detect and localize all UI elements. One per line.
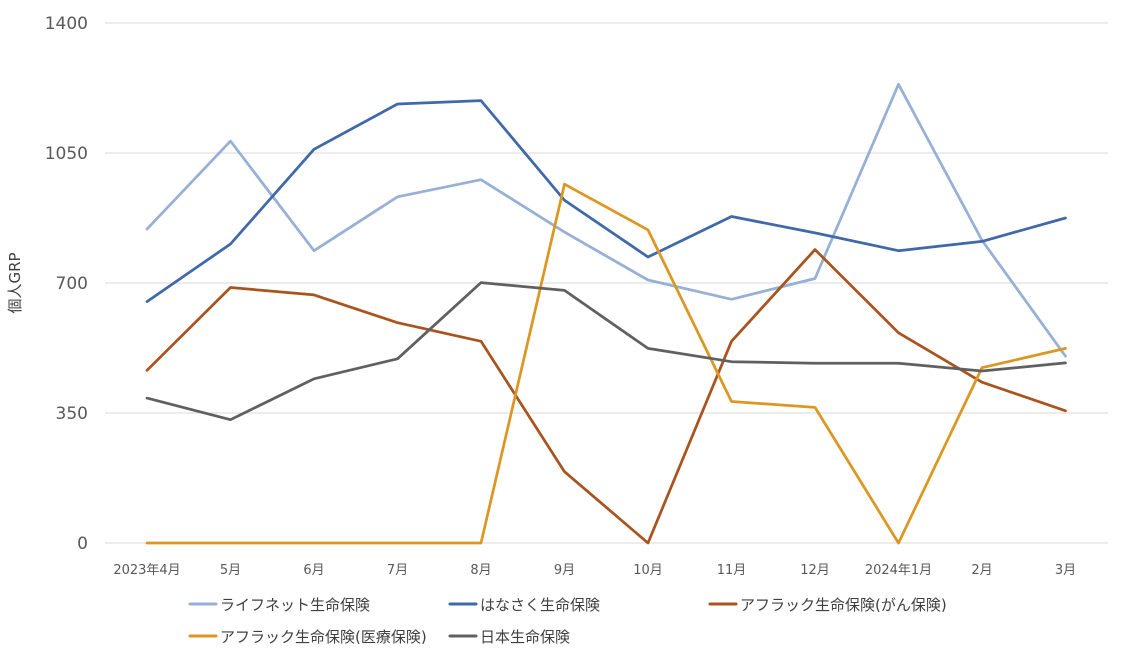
- y-tick-label: 700: [56, 274, 88, 294]
- legend-label: はなさく生命保険: [480, 596, 600, 614]
- y-tick-label: 1400: [45, 14, 88, 34]
- series-line-0: [145, 82, 1067, 358]
- series-line-3: [145, 182, 1067, 545]
- y-tick-label: 1050: [45, 144, 88, 164]
- legend-item-3: アフラック生命保険(医療保険): [188, 628, 427, 646]
- legend-label: アフラック生命保険(医療保険): [220, 628, 427, 646]
- y-tick-label: 0: [77, 534, 88, 554]
- x-tick-label: 11月: [717, 563, 747, 578]
- x-tick-label: 5月: [220, 563, 241, 578]
- x-tick-label: 7月: [387, 563, 408, 578]
- legend-item-4: 日本生命保険: [448, 628, 570, 646]
- gridlines: [105, 22, 1108, 544]
- legend-label: アフラック生命保険(がん保険): [740, 596, 947, 614]
- x-tick-label: 6月: [303, 563, 324, 578]
- x-tick-label: 9月: [554, 563, 575, 578]
- x-tick-label: 2月: [971, 563, 992, 578]
- legend-label: ライフネット生命保険: [220, 596, 370, 614]
- legend: ライフネット生命保険 はなさく生命保険 アフラック生命保険(がん保険) アフラック生命…: [188, 596, 947, 646]
- series-line-4: [145, 281, 1067, 422]
- x-tick-label: 3月: [1055, 563, 1076, 578]
- series-line-1: [145, 99, 1067, 303]
- legend-label: 日本生命保険: [480, 628, 570, 646]
- y-tick-label: 350: [56, 404, 88, 424]
- y-axis-label: 個人GRP: [6, 252, 24, 313]
- x-tick-label: 10月: [633, 563, 663, 578]
- x-axis-ticks: 2023年4月 5月 6月 7月 8月 9月 10月 11月 12月 2024年1月 2月 3月: [113, 563, 1076, 578]
- series-line-2: [145, 248, 1067, 545]
- x-tick-label: 2023年4月: [113, 563, 180, 578]
- x-tick-label: 2024年1月: [865, 563, 932, 578]
- x-tick-label: 12月: [800, 563, 830, 578]
- x-tick-label: 8月: [470, 563, 491, 578]
- series-lines: [145, 82, 1067, 545]
- legend-item-2: アフラック生命保険(がん保険): [708, 596, 947, 614]
- legend-item-0: ライフネット生命保険: [188, 596, 370, 614]
- y-axis-ticks: 0 350 700 1050 1400: [45, 14, 88, 554]
- legend-item-1: はなさく生命保険: [448, 596, 600, 614]
